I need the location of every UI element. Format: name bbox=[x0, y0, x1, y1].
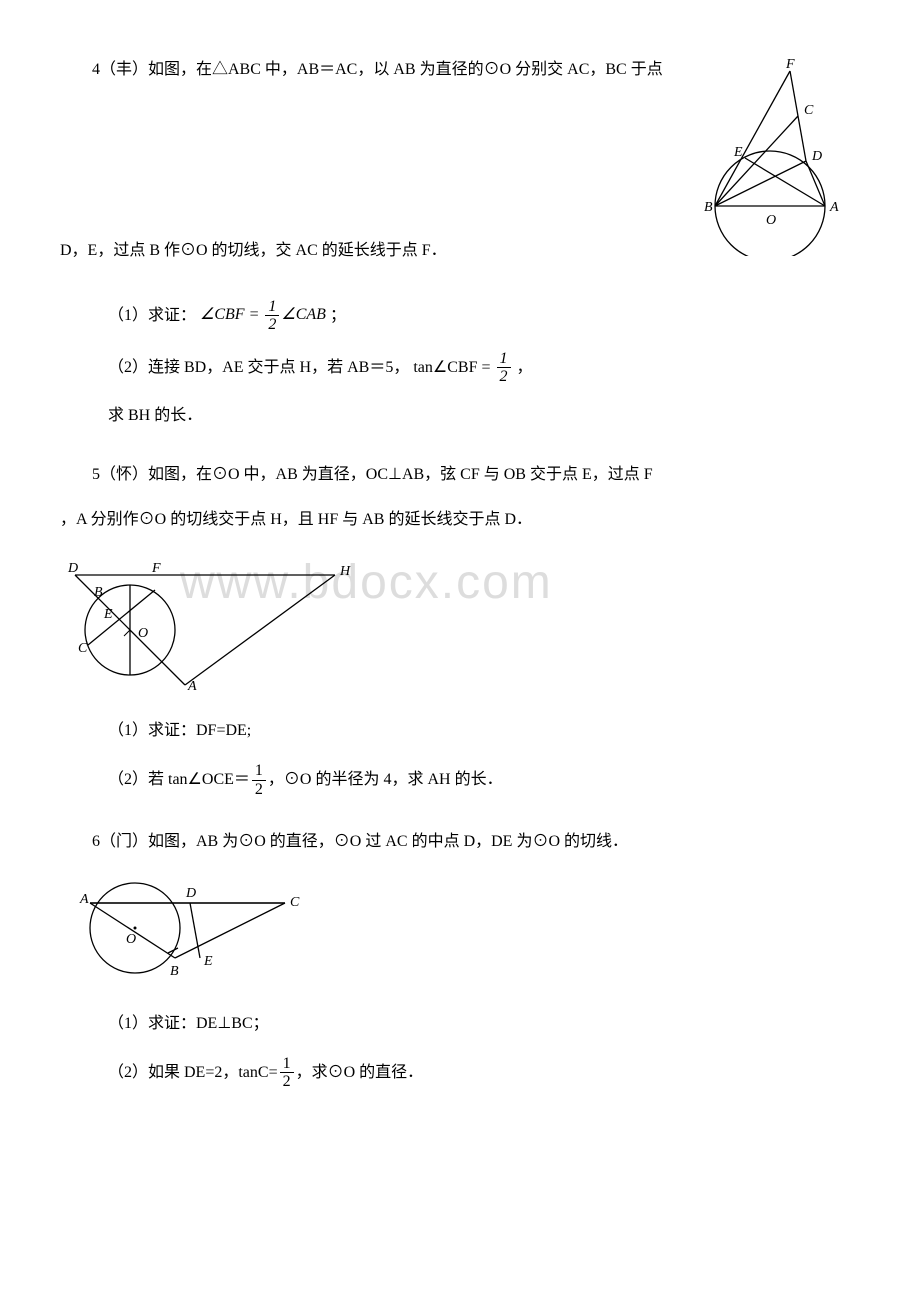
fig4-label-a: A bbox=[829, 200, 839, 215]
frac-num: 1 bbox=[497, 350, 511, 369]
fig6-label-e: E bbox=[203, 954, 213, 969]
fig5-label-c: C bbox=[78, 641, 88, 656]
p4-q2-b: ， bbox=[517, 359, 533, 376]
problem-4-q2: （2）连接 BD，AE 交于点 H，若 AB＝5， tan∠CBF = 12 ， bbox=[60, 350, 860, 386]
fig6-label-d: D bbox=[185, 886, 196, 901]
p4-q1-prefix: （1）求证： bbox=[108, 306, 196, 323]
problem-5-q1: （1）求证：DF=DE; bbox=[60, 717, 860, 746]
p5-q2-b: ，⊙O 的半径为 4，求 AH 的长． bbox=[268, 771, 503, 788]
problem-5-figure: D F H B E O C A bbox=[60, 550, 360, 701]
p4-q2-tan: tan∠CBF = bbox=[413, 359, 494, 376]
fig4-label-f: F bbox=[785, 57, 795, 72]
fig4-label-d: D bbox=[811, 149, 822, 164]
problem-6-q1: （1）求证：DE⊥BC； bbox=[60, 1010, 860, 1039]
fig5-label-e: E bbox=[103, 607, 113, 622]
fig4-label-o: O bbox=[766, 213, 776, 228]
fig6-label-c: C bbox=[290, 895, 300, 910]
p5-q2-a: （2）若 tan∠OCE＝ bbox=[108, 771, 250, 788]
fig6-label-a: A bbox=[79, 892, 89, 907]
problem-4: F C D E B O A 4（丰）如图，在△ABC 中，AB＝AC，以 AB … bbox=[60, 56, 860, 431]
frac-num: 1 bbox=[280, 1055, 294, 1074]
p4-q1-rhs: ∠CAB bbox=[281, 306, 326, 323]
problem-4-q2c: 求 BH 的长． bbox=[60, 402, 860, 431]
p4-q2-math: tan∠CBF = 12 bbox=[413, 359, 516, 376]
fig4-label-c: C bbox=[804, 103, 814, 118]
problem-6-figure: A D C O E B bbox=[60, 873, 310, 994]
fig6-label-b: B bbox=[170, 964, 179, 979]
problem-5-intro-a: 5（怀）如图，在⊙O 中，AB 为直径，OC⊥AB，弦 CF 与 OB 交于点 … bbox=[60, 461, 860, 490]
fig4-label-e: E bbox=[733, 145, 743, 160]
fig5-label-b: B bbox=[94, 585, 103, 600]
fig5-label-a: A bbox=[187, 679, 197, 690]
p4-q1-suffix: ； bbox=[330, 306, 346, 323]
fig5-label-f: F bbox=[151, 561, 161, 576]
problem-6-intro: 6（门）如图，AB 为⊙O 的直径，⊙O 过 AC 的中点 D，DE 为⊙O 的… bbox=[60, 828, 860, 857]
frac-den: 2 bbox=[280, 1073, 294, 1091]
frac-den: 2 bbox=[497, 368, 511, 386]
frac-den: 2 bbox=[252, 781, 266, 799]
problem-5-q2: （2）若 tan∠OCE＝12，⊙O 的半径为 4，求 AH 的长． bbox=[60, 762, 860, 798]
p4-q1-lhs: ∠CBF = bbox=[200, 306, 263, 323]
problem-4-q1: （1）求证： ∠CBF = 12∠CAB ； bbox=[60, 298, 860, 334]
problem-4-figure: F C D E B O A bbox=[680, 56, 860, 267]
p6-q2-b: ，求⊙O 的直径． bbox=[296, 1063, 424, 1080]
problem-5-intro-b: ，A 分别作⊙O 的切线交于点 H，且 HF 与 AB 的延长线交于点 D． bbox=[60, 506, 860, 535]
problem-5: 5（怀）如图，在⊙O 中，AB 为直径，OC⊥AB，弦 CF 与 OB 交于点 … bbox=[60, 461, 860, 798]
problem-6-q2: （2）如果 DE=2，tanC=12，求⊙O 的直径． bbox=[60, 1055, 860, 1091]
frac-den: 2 bbox=[265, 316, 279, 334]
p4-q2-a: （2）连接 BD，AE 交于点 H，若 AB＝5， bbox=[108, 359, 409, 376]
p4-q1-math: ∠CBF = 12∠CAB bbox=[200, 306, 330, 323]
fig4-label-b: B bbox=[704, 200, 713, 215]
fig5-label-h: H bbox=[339, 564, 351, 579]
fig5-label-o: O bbox=[138, 626, 148, 641]
problem-6: 6（门）如图，AB 为⊙O 的直径，⊙O 过 AC 的中点 D，DE 为⊙O 的… bbox=[60, 828, 860, 1091]
frac-num: 1 bbox=[265, 298, 279, 317]
frac-num: 1 bbox=[252, 762, 266, 781]
fig6-label-o: O bbox=[126, 932, 136, 947]
fig5-label-d: D bbox=[67, 561, 78, 576]
p6-q2-a: （2）如果 DE=2，tanC= bbox=[108, 1063, 278, 1080]
